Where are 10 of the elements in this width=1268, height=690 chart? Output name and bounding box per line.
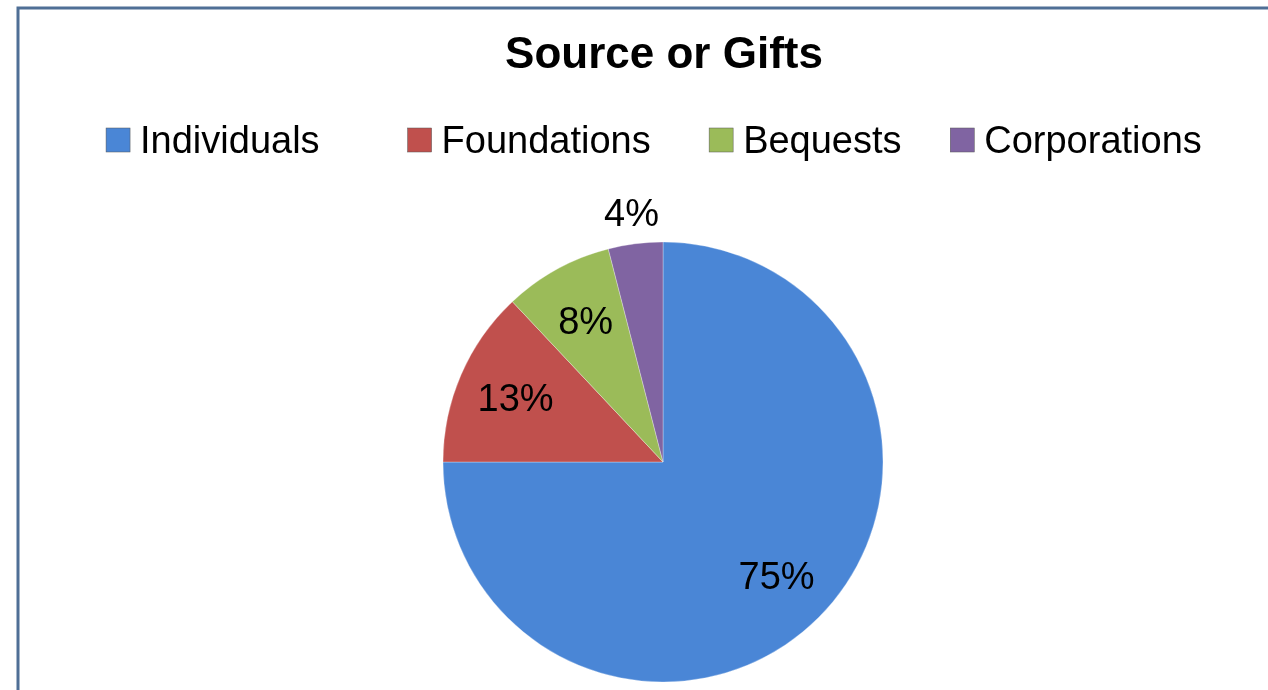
data-label: 75%	[738, 554, 815, 597]
legend-label: Foundations	[441, 119, 651, 161]
legend-label: Individuals	[140, 119, 320, 161]
legend-label: Bequests	[743, 119, 902, 161]
legend-label: Corporations	[984, 119, 1202, 161]
chart-title: Source or Gifts	[505, 27, 823, 77]
data-label: 13%	[477, 377, 554, 420]
data-label: 4%	[604, 192, 660, 235]
pie-slice	[442, 241, 884, 683]
data-label: 8%	[558, 300, 614, 343]
